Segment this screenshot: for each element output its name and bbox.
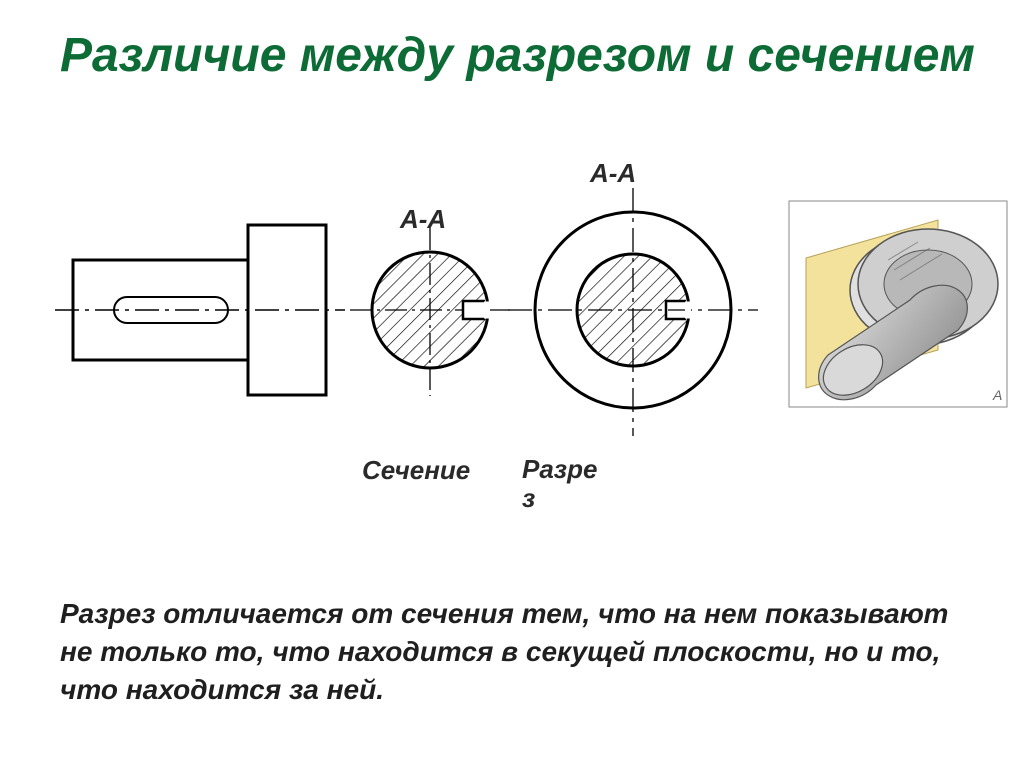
diagram-sechenie	[350, 228, 510, 398]
body-text: Разрез отличается от сечения тем, что на…	[60, 595, 964, 708]
caption-sechenie: Сечение	[362, 455, 470, 486]
label-razrez-aa: А-А	[590, 158, 636, 189]
caption-razrez: Разре з	[522, 455, 597, 512]
diagram-isometric: А	[788, 200, 1008, 410]
slide-title: Различие между разрезом и сечением	[60, 28, 975, 83]
diagram-side-view	[55, 205, 345, 415]
diagram-razrez	[508, 188, 758, 438]
svg-text:А: А	[992, 387, 1002, 403]
